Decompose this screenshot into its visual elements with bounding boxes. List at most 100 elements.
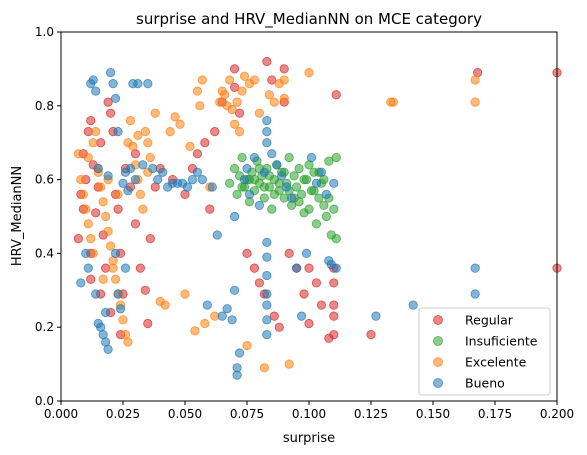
data-point: [316, 300, 326, 310]
data-point: [262, 329, 272, 340]
data-point: [106, 108, 116, 118]
data-point: [282, 182, 292, 192]
legend-marker: [433, 357, 443, 367]
data-point: [143, 79, 153, 89]
data-point: [289, 171, 299, 181]
data-point: [118, 178, 128, 188]
data-point: [232, 97, 242, 107]
data-point: [153, 175, 163, 185]
data-point: [321, 211, 331, 222]
data-point: [98, 274, 108, 284]
data-point: [113, 127, 123, 137]
data-point: [91, 127, 101, 137]
data-point: [277, 171, 287, 181]
data-point: [254, 108, 264, 118]
data-point: [262, 237, 272, 247]
data-point: [81, 248, 91, 258]
data-point: [93, 163, 103, 174]
data-point: [192, 86, 202, 96]
data-point: [120, 263, 131, 273]
data-point: [123, 186, 133, 196]
data-point: [284, 359, 294, 369]
data-point: [220, 90, 230, 100]
data-point: [106, 241, 116, 251]
y-tick-label: 0.0: [35, 394, 54, 408]
data-point: [140, 127, 150, 137]
data-point: [83, 219, 93, 229]
data-point: [296, 311, 307, 321]
data-point: [88, 138, 98, 148]
data-point: [299, 289, 309, 299]
data-point: [225, 178, 235, 188]
x-tick-label: 0.200: [540, 407, 574, 421]
data-point: [138, 160, 148, 170]
data-point: [143, 138, 153, 148]
data-point: [311, 219, 322, 229]
data-point: [145, 152, 155, 163]
series-excelente: [73, 67, 480, 373]
data-point: [217, 311, 227, 321]
x-tick-label: 0.025: [106, 407, 140, 421]
data-point: [259, 363, 269, 373]
data-point: [259, 182, 269, 192]
data-point: [86, 274, 96, 284]
y-axis-label: HRV_MedianNN: [10, 166, 25, 266]
data-point: [329, 278, 339, 288]
data-point: [262, 127, 272, 137]
data-point: [254, 200, 264, 211]
data-point: [106, 67, 116, 78]
data-point: [259, 167, 269, 177]
data-point: [158, 167, 168, 177]
data-point: [222, 304, 232, 314]
x-tick-label: 0.075: [230, 407, 264, 421]
data-point: [123, 138, 133, 148]
data-point: [130, 175, 140, 185]
y-tick-label: 0.8: [35, 99, 54, 113]
data-point: [200, 138, 210, 148]
data-point: [249, 175, 260, 185]
y-axis-ticks: 0.0 0.2 0.4 0.6 0.8 1.0: [35, 25, 61, 408]
data-point: [200, 318, 210, 329]
data-point: [279, 93, 289, 104]
data-point: [249, 75, 260, 85]
data-point: [279, 64, 289, 74]
data-point: [262, 115, 272, 126]
data-point: [187, 175, 198, 185]
data-point: [331, 152, 341, 163]
chart-title: surprise and HRV_MedianNN on MCE categor…: [136, 10, 482, 29]
data-point: [237, 86, 247, 96]
x-tick-label: 0.100: [292, 407, 326, 421]
data-point: [259, 193, 269, 203]
data-point: [81, 204, 91, 214]
data-point: [86, 115, 96, 126]
data-point: [262, 270, 272, 281]
data-point: [103, 171, 113, 181]
data-point: [262, 289, 272, 299]
data-point: [195, 101, 205, 111]
data-point: [237, 152, 247, 163]
data-point: [91, 208, 101, 218]
legend: Regular Insuficiente Excelente Bueno: [418, 307, 551, 396]
data-point: [91, 86, 101, 96]
data-point: [272, 160, 282, 170]
data-point: [234, 127, 245, 137]
data-point: [108, 263, 118, 273]
x-tick-label: 0.175: [478, 407, 512, 421]
legend-label: Insuficiente: [465, 334, 538, 349]
data-point: [123, 337, 133, 347]
data-point: [230, 119, 240, 129]
points-layer: [73, 56, 562, 380]
data-point: [242, 341, 252, 351]
data-point: [366, 329, 376, 340]
data-point: [135, 263, 145, 273]
data-point: [103, 226, 113, 236]
x-tick-label: 0.125: [354, 407, 388, 421]
data-point: [197, 175, 207, 185]
data-point: [110, 274, 121, 284]
data-point: [311, 178, 322, 188]
data-point: [301, 248, 312, 258]
data-point: [197, 75, 207, 85]
data-point: [249, 263, 260, 273]
x-axis-label: surprise: [283, 431, 335, 446]
data-point: [101, 307, 111, 318]
